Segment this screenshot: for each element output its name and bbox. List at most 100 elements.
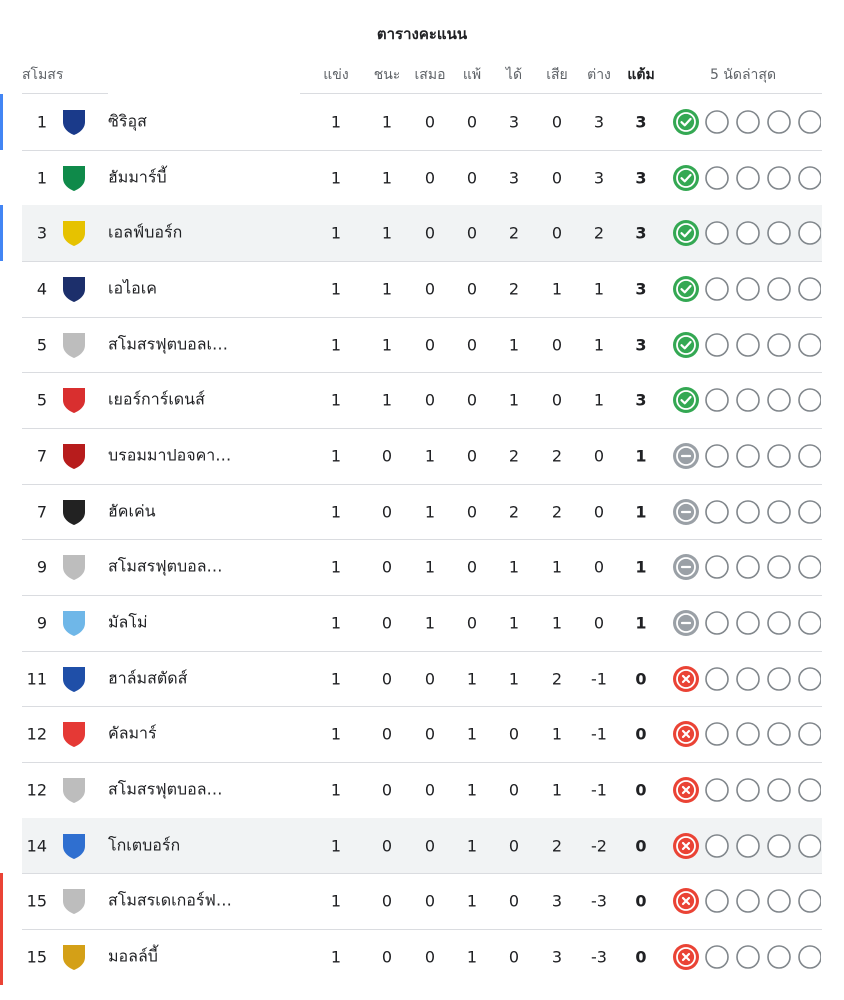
- stat-goal-difference: 1: [593, 335, 605, 354]
- stat-won: 0: [381, 947, 393, 967]
- form-guide: [673, 275, 821, 302]
- form-result-icon: [680, 396, 692, 405]
- team-name: เอไอเค: [108, 278, 157, 298]
- crest-shape: [63, 388, 85, 414]
- form-empty: [736, 778, 760, 802]
- stat-points: 1: [635, 446, 647, 466]
- stat-won: 0: [381, 724, 393, 744]
- form-empty: [798, 722, 821, 746]
- form-empty: [736, 611, 760, 635]
- form-result-ring: [676, 445, 696, 466]
- form-result-ring: [676, 668, 696, 689]
- form-empty: [798, 277, 821, 301]
- stat-goals-for: 0: [508, 891, 520, 911]
- rank: 1: [36, 168, 47, 187]
- stat-goals-for: 2: [508, 223, 520, 243]
- column-header: แข่ง: [323, 67, 349, 83]
- form-empty: [736, 110, 760, 134]
- form-guide: [673, 721, 821, 748]
- crest-shape: [63, 555, 85, 581]
- stat-played: 1: [330, 390, 342, 410]
- stat-played: 1: [330, 335, 342, 354]
- crest-shape: [63, 666, 85, 692]
- stat-goals-against: 2: [551, 502, 563, 522]
- form-guide: [673, 108, 821, 135]
- form-result-icon: [680, 284, 692, 294]
- stat-goals-against: 0: [551, 168, 563, 187]
- stat-played: 1: [330, 724, 342, 744]
- form-guide: [673, 832, 821, 859]
- form-empty: [705, 332, 729, 357]
- stat-played: 1: [330, 780, 342, 800]
- stat-goals-against: 3: [551, 947, 563, 967]
- stat-goals-for: 1: [508, 669, 520, 689]
- team-crest: [63, 332, 85, 358]
- team-name: สโมสรฟุตบอล…: [108, 779, 223, 799]
- form-empty: [705, 666, 729, 691]
- stat-points: 0: [635, 724, 647, 744]
- team-name: คัลมาร์: [108, 723, 157, 743]
- form-guide: [673, 220, 821, 247]
- form-empty: [736, 165, 760, 190]
- form-empty: [798, 221, 821, 245]
- stat-drawn: 1: [424, 446, 436, 466]
- stat-lost: 0: [466, 279, 478, 299]
- crest-shape: [63, 109, 85, 135]
- team-crest: [63, 777, 85, 803]
- form-guide: [673, 888, 821, 915]
- row-separator: [22, 595, 822, 597]
- stat-drawn: 0: [424, 780, 436, 800]
- form-guide: [673, 943, 821, 970]
- rank: 9: [36, 613, 47, 633]
- column-header: 5 นัดล่าสุด: [709, 67, 777, 83]
- form-guide: [673, 609, 821, 636]
- rank: 11: [26, 669, 47, 689]
- team-crest: [63, 722, 85, 748]
- stat-lost: 0: [466, 390, 478, 410]
- team-name: ฮัมมาร์บี้: [108, 167, 167, 186]
- stat-goal-difference: 2: [593, 223, 605, 243]
- stat-drawn: 0: [424, 390, 436, 410]
- form-empty: [705, 277, 729, 301]
- stat-goal-difference: 0: [593, 613, 605, 633]
- table-title: ตารางคะแนน: [376, 25, 468, 43]
- stat-lost: 1: [466, 947, 478, 967]
- stat-goals-for: 1: [508, 557, 520, 577]
- form-result-icon: [680, 340, 692, 349]
- stat-drawn: 0: [424, 335, 436, 354]
- stat-won: 1: [381, 335, 393, 354]
- rank: 1: [36, 112, 47, 132]
- form-result-icon: [681, 674, 691, 683]
- form-empty: [705, 778, 729, 802]
- form-result-icon: [680, 229, 692, 238]
- form-empty: [767, 499, 791, 524]
- form-result-ring: [676, 557, 696, 578]
- form-empty: [798, 611, 821, 635]
- stat-played: 1: [330, 557, 342, 577]
- stat-points: 0: [635, 780, 647, 800]
- form-guide: [673, 387, 821, 414]
- form-empty: [736, 444, 760, 468]
- stat-drawn: 0: [424, 891, 436, 911]
- stat-lost: 0: [466, 446, 478, 466]
- stat-goal-difference: 3: [593, 112, 605, 132]
- stat-drawn: 0: [424, 223, 436, 243]
- stat-goals-for: 2: [508, 502, 520, 522]
- form-result-ring: [676, 501, 696, 522]
- row-separator: [22, 873, 822, 875]
- stat-lost: 0: [466, 223, 478, 243]
- form-result-ring: [676, 390, 696, 411]
- rank: 15: [26, 947, 47, 967]
- stat-lost: 0: [466, 168, 478, 187]
- stat-drawn: 0: [424, 724, 436, 744]
- form-result-icon: [681, 785, 691, 794]
- stat-goal-difference: -1: [591, 780, 607, 800]
- stat-won: 1: [381, 279, 393, 299]
- stat-drawn: 1: [424, 557, 436, 577]
- form-empty: [767, 221, 791, 245]
- form-empty: [767, 889, 791, 914]
- team-name: สโมสรเดเกอร์ฟ…: [108, 890, 232, 910]
- form-result-ring: [676, 223, 696, 244]
- form-empty: [798, 833, 821, 858]
- row-separator: [22, 372, 822, 374]
